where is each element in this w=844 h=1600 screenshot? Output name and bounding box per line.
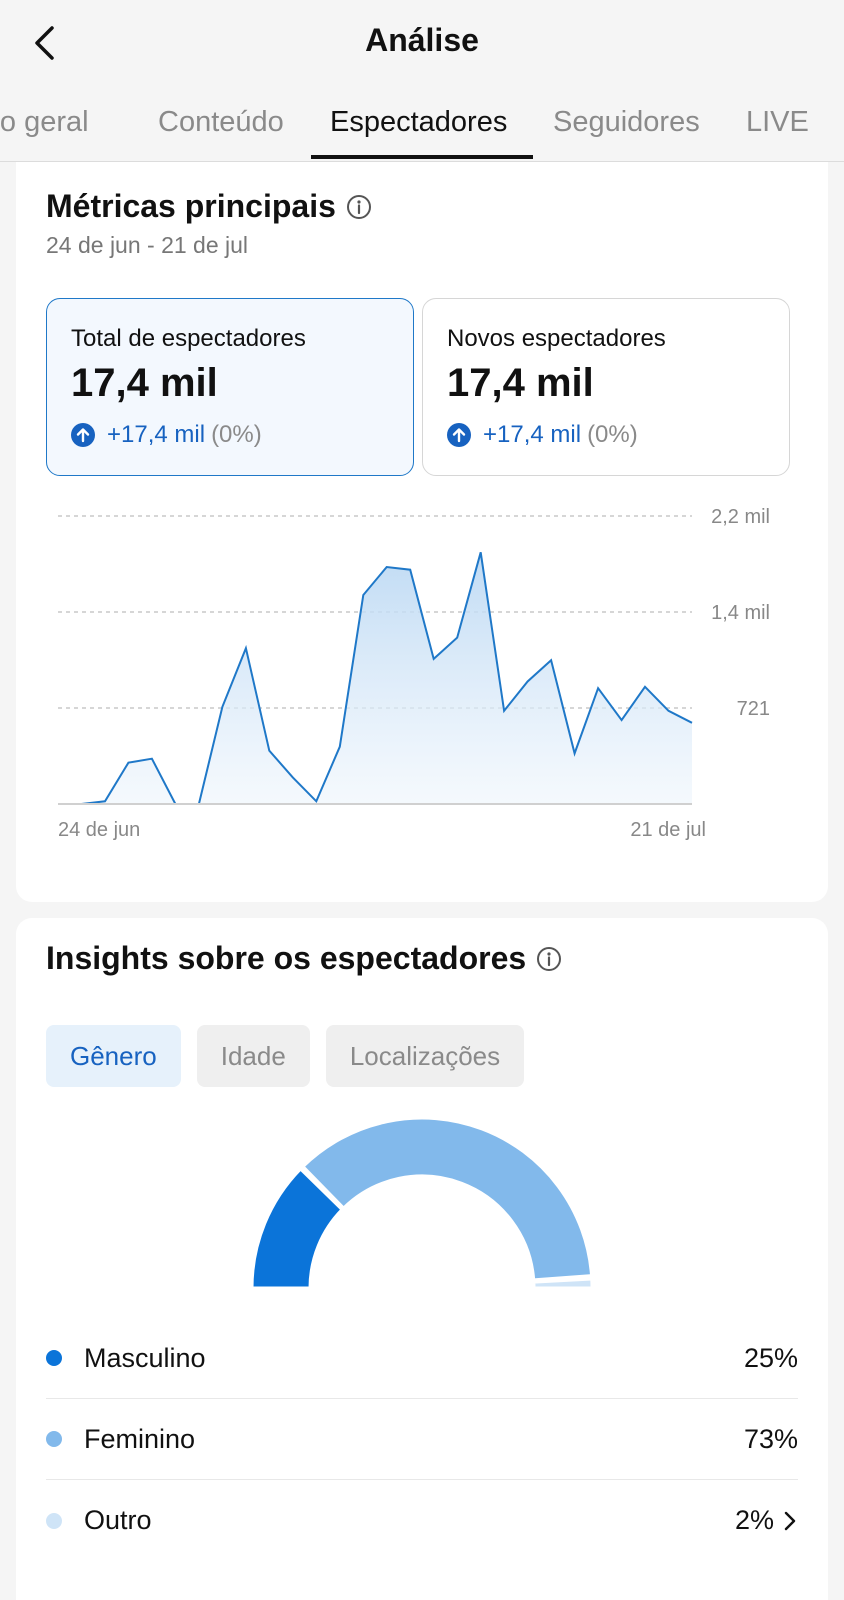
metric-card-total-viewers[interactable]: Total de espectadores 17,4 mil +17,4 mil…: [46, 298, 414, 476]
donut-segment-male: [250, 1166, 345, 1290]
arrow-up-circle-icon: [447, 423, 471, 447]
audience-title: Insights sobre os espectadores: [46, 940, 527, 976]
viewers-area-chart[interactable]: 2,2 mil 1,4 mil 721 24 de jun 21 de jul: [16, 502, 828, 872]
x-tick-label: 21 de jul: [630, 819, 706, 841]
legend-value: 73%: [743, 1423, 798, 1454]
key-metrics-title: Métricas principais: [46, 188, 336, 224]
metric-delta: +17,4 mil: [483, 421, 582, 448]
gender-legend: Masculino 25% Feminino 73% Outro 2%: [46, 1318, 798, 1561]
legend-dot: [46, 1512, 62, 1529]
active-tab-indicator: [311, 155, 533, 159]
audience-insights-card: Insights sobre os espectadores Gênero Id…: [16, 918, 828, 1600]
audience-heading: Insights sobre os espectadores: [46, 940, 562, 977]
metric-card-new-viewers[interactable]: Novos espectadores 17,4 mil +17,4 mil (0…: [422, 298, 790, 476]
header: Análise: [0, 0, 844, 86]
subtab-locations[interactable]: Localizações: [325, 1025, 525, 1087]
subtab-gender[interactable]: Gênero: [46, 1025, 181, 1087]
y-tick-label: 1,4 mil: [711, 602, 770, 624]
x-tick-label: 24 de jun: [58, 819, 140, 841]
y-tick-label: 721: [737, 698, 770, 720]
arrow-up-circle-icon: [71, 423, 95, 447]
tab-overview[interactable]: Visão geral: [0, 106, 89, 138]
chevron-right-icon: [784, 1511, 796, 1530]
donut-segment-other: [532, 1277, 594, 1290]
audience-subtabs: Gênero Idade Localizações: [46, 1025, 525, 1087]
info-icon[interactable]: [536, 946, 562, 972]
subtab-age[interactable]: Idade: [196, 1025, 310, 1087]
legend-value: 25%: [743, 1342, 798, 1373]
legend-label: Masculino: [84, 1342, 206, 1373]
gender-semi-donut-chart[interactable]: [16, 1118, 828, 1308]
legend-dot: [46, 1350, 62, 1366]
tab-bar: Visão geral Conteúdo Espectadores Seguid…: [0, 96, 844, 162]
donut-segment-female: [300, 1118, 594, 1282]
metric-delta-pct: (0%): [211, 421, 262, 448]
date-range: 24 de jun - 21 de jul: [46, 232, 249, 258]
page-title: Análise: [365, 22, 479, 58]
tab-content[interactable]: Conteúdo: [158, 106, 284, 138]
chart-series-line: [58, 552, 693, 805]
legend-label: Outro: [84, 1505, 152, 1535]
metric-value: 17,4 mil: [71, 361, 218, 405]
key-metrics-card: Métricas principais 24 de jun - 21 de ju…: [16, 162, 828, 902]
tab-live[interactable]: LIVE: [746, 106, 809, 138]
metric-change: +17,4 mil (0%): [71, 421, 262, 449]
chart-area-fill: [58, 552, 692, 804]
legend-row-female[interactable]: Feminino 73%: [46, 1399, 798, 1480]
legend-label: Feminino: [84, 1423, 196, 1454]
legend-value-wrap: 2%: [735, 1505, 798, 1536]
legend-dot: [46, 1431, 62, 1447]
y-tick-label: 2,2 mil: [711, 506, 770, 528]
info-icon[interactable]: [346, 194, 372, 220]
legend-row-other[interactable]: Outro 2%: [46, 1480, 798, 1561]
metric-change: +17,4 mil (0%): [447, 421, 638, 449]
tab-viewers[interactable]: Espectadores: [330, 106, 508, 138]
key-metrics-heading: Métricas principais: [46, 188, 372, 225]
tab-followers[interactable]: Seguidores: [553, 106, 700, 138]
legend-row-male[interactable]: Masculino 25%: [46, 1318, 798, 1399]
metric-delta-pct: (0%): [587, 421, 638, 448]
metric-delta: +17,4 mil: [107, 421, 206, 448]
metric-value: 17,4 mil: [447, 361, 594, 405]
chevron-left-icon: [35, 26, 54, 60]
metric-label: Total de espectadores: [71, 325, 306, 352]
back-button[interactable]: [22, 18, 66, 68]
legend-value: 2%: [734, 1505, 774, 1535]
metric-label: Novos espectadores: [447, 325, 666, 352]
